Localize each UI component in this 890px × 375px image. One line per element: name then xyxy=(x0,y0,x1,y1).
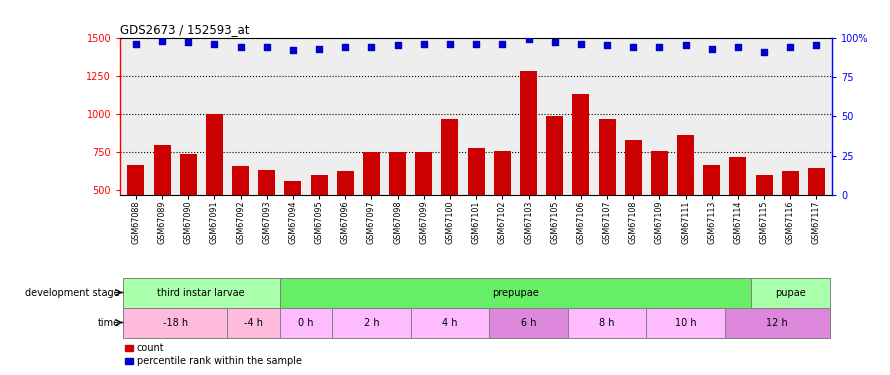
Bar xyxy=(279,308,332,338)
Point xyxy=(809,42,823,48)
Text: prepupae: prepupae xyxy=(492,288,538,297)
Bar xyxy=(546,116,563,267)
Bar xyxy=(724,308,829,338)
Bar xyxy=(490,308,568,338)
Text: time: time xyxy=(98,318,119,327)
Point xyxy=(286,47,300,53)
Bar xyxy=(123,308,228,338)
Point xyxy=(443,41,457,47)
Point xyxy=(207,41,222,47)
Bar xyxy=(410,308,490,338)
Text: 4 h: 4 h xyxy=(442,318,457,327)
Legend: count, percentile rank within the sample: count, percentile rank within the sample xyxy=(125,344,302,366)
Text: 8 h: 8 h xyxy=(599,318,615,327)
Point xyxy=(678,42,692,48)
Bar xyxy=(389,152,406,267)
Point xyxy=(522,36,536,42)
Bar xyxy=(258,170,275,267)
Bar xyxy=(625,140,642,267)
Bar xyxy=(751,278,829,308)
Point xyxy=(731,44,745,50)
Bar xyxy=(494,151,511,267)
Text: 6 h: 6 h xyxy=(521,318,537,327)
Bar xyxy=(127,165,144,267)
Bar xyxy=(416,152,433,267)
Bar xyxy=(332,308,410,338)
Text: pupae: pupae xyxy=(775,288,805,297)
Text: GDS2673 / 152593_at: GDS2673 / 152593_at xyxy=(120,23,250,36)
Bar xyxy=(520,71,537,267)
Bar xyxy=(703,165,720,267)
Bar xyxy=(599,118,616,267)
Point xyxy=(260,44,274,50)
Point xyxy=(364,44,378,50)
Bar xyxy=(285,181,302,267)
Point xyxy=(233,44,247,50)
Point xyxy=(417,41,431,47)
Point xyxy=(129,41,143,47)
Bar xyxy=(154,144,171,267)
Bar xyxy=(311,175,328,267)
Text: 2 h: 2 h xyxy=(364,318,379,327)
Text: 0 h: 0 h xyxy=(298,318,314,327)
Text: 12 h: 12 h xyxy=(766,318,788,327)
Bar xyxy=(232,166,249,267)
Bar xyxy=(363,152,380,267)
Bar xyxy=(730,157,747,267)
Text: -4 h: -4 h xyxy=(244,318,263,327)
Bar xyxy=(180,154,197,267)
Point xyxy=(652,44,667,50)
Point xyxy=(705,45,719,51)
Point xyxy=(181,39,195,45)
Text: third instar larvae: third instar larvae xyxy=(158,288,245,297)
Bar xyxy=(228,308,279,338)
Bar xyxy=(467,148,485,267)
Text: 10 h: 10 h xyxy=(675,318,696,327)
Bar xyxy=(336,171,354,267)
Text: -18 h: -18 h xyxy=(163,318,188,327)
Point xyxy=(626,44,640,50)
Bar xyxy=(756,175,773,267)
Bar xyxy=(808,168,825,267)
Point xyxy=(757,49,772,55)
Bar xyxy=(646,308,724,338)
Point xyxy=(783,44,797,50)
Bar xyxy=(441,118,458,267)
Bar xyxy=(279,278,751,308)
Point xyxy=(155,38,169,44)
Bar xyxy=(677,135,694,267)
Text: development stage: development stage xyxy=(25,288,119,297)
Bar xyxy=(572,94,589,267)
Bar xyxy=(123,278,279,308)
Point xyxy=(338,44,352,50)
Bar xyxy=(568,308,646,338)
Point xyxy=(469,41,483,47)
Bar xyxy=(781,171,799,267)
Point xyxy=(495,41,509,47)
Point xyxy=(600,42,614,48)
Point xyxy=(312,45,327,51)
Bar xyxy=(206,114,222,267)
Point xyxy=(391,42,405,48)
Point xyxy=(547,39,562,45)
Bar xyxy=(651,151,668,267)
Point xyxy=(574,41,588,47)
